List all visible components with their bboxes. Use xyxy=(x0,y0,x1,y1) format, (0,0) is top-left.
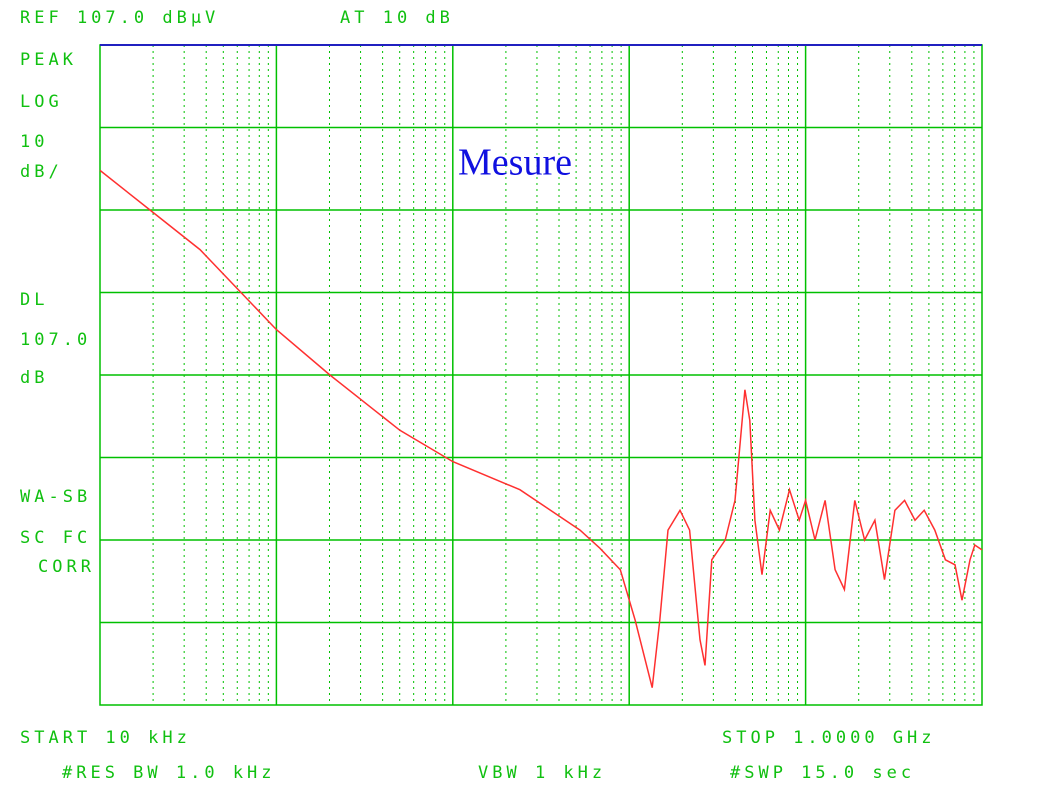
side-label: DL xyxy=(20,290,48,310)
side-label: SC FC xyxy=(20,528,91,548)
vbw: VBW 1 kHz xyxy=(478,763,606,783)
side-label: dB xyxy=(20,368,48,388)
side-label: WA-SB xyxy=(20,487,91,507)
ref-level: REF 107.0 dBµV xyxy=(20,8,219,28)
attenuation: AT 10 dB xyxy=(340,8,454,28)
stop-freq: STOP 1.0000 GHz xyxy=(722,728,936,748)
side-label: PEAK xyxy=(20,50,77,70)
side-label: 10 xyxy=(20,132,48,152)
res-bw: #RES BW 1.0 kHz xyxy=(62,763,276,783)
annotation: Mesure xyxy=(458,142,572,184)
side-label: 107.0 xyxy=(20,330,91,350)
side-label: LOG xyxy=(20,92,63,112)
sweep-time: #SWP 15.0 sec xyxy=(730,763,915,783)
side-label: CORR xyxy=(38,557,95,577)
start-freq: START 10 kHz xyxy=(20,728,191,748)
trace xyxy=(99,169,983,688)
side-label: dB/ xyxy=(20,162,63,182)
